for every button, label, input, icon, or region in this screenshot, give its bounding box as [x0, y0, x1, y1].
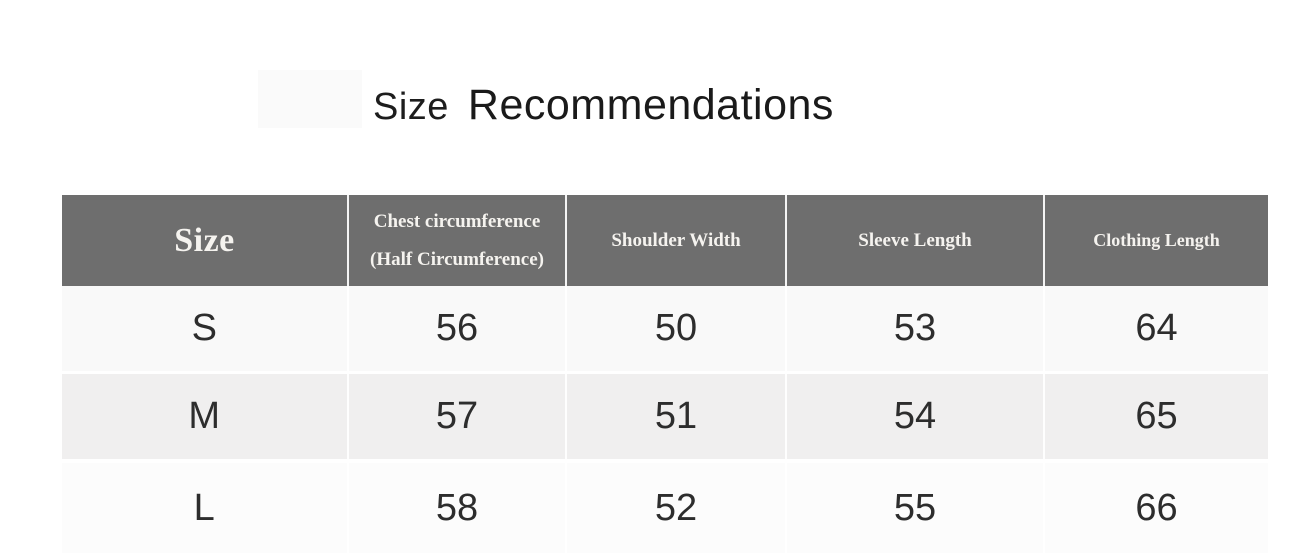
- header-cell-sleeve: Sleeve Length: [785, 195, 1043, 286]
- title-main: Recommendations: [467, 81, 834, 129]
- cell-chest: 56: [347, 286, 565, 371]
- cell-clothing: 65: [1043, 374, 1268, 459]
- cell-clothing: 64: [1043, 286, 1268, 371]
- cell-size: L: [193, 486, 216, 529]
- cell-shoulder: 52: [565, 463, 785, 553]
- size-chart-table: Size Chest circumference (Half Circumfer…: [62, 195, 1268, 553]
- faint-highlight-block: [258, 70, 362, 128]
- table-row-m: M 57 51 54 65: [62, 374, 1268, 463]
- table-row-s: S 56 50 53 64: [62, 286, 1268, 374]
- header-cell-size: Size: [174, 221, 235, 259]
- cell-sleeve: 55: [785, 463, 1043, 553]
- header-cell-shoulder: Shoulder Width: [565, 195, 785, 286]
- header-cell-clothing: Clothing Length: [1043, 195, 1268, 286]
- cell-shoulder: 50: [565, 286, 785, 371]
- cell-sleeve: 53: [785, 286, 1043, 371]
- header-chest-line1: Chest circumference: [373, 210, 541, 232]
- cell-size: S: [191, 307, 218, 349]
- title-prefix: Size: [373, 86, 449, 128]
- cell-chest: 57: [347, 374, 565, 459]
- cell-chest: 58: [347, 463, 565, 553]
- cell-clothing: 66: [1043, 463, 1268, 553]
- table-header-row: Size Chest circumference (Half Circumfer…: [62, 195, 1268, 286]
- cell-sleeve: 54: [785, 374, 1043, 459]
- header-cell-chest: Chest circumference (Half Circumference): [347, 195, 565, 286]
- table-row-l: L 58 52 55 66: [62, 463, 1268, 553]
- cell-size: M: [188, 395, 221, 437]
- page-title: Size Recommendations: [373, 84, 834, 127]
- cell-shoulder: 51: [565, 374, 785, 459]
- header-chest-line2: (Half Circumference): [370, 248, 544, 270]
